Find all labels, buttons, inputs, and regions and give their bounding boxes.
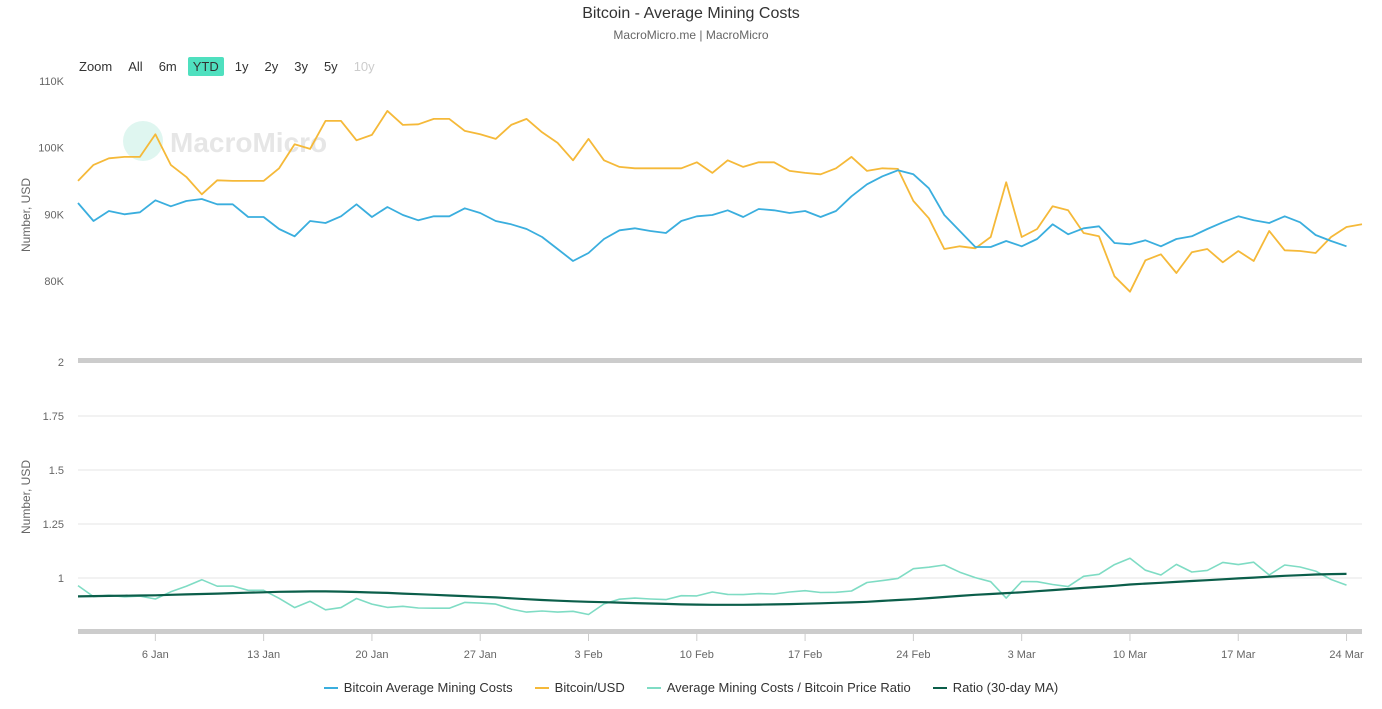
legend-item-mining-costs[interactable]: Bitcoin Average Mining Costs [323, 680, 513, 695]
zoom-10y-button: 10y [353, 59, 375, 74]
legend: Bitcoin Average Mining Costs Bitcoin/USD… [0, 680, 1382, 695]
x-tick-label: 24 Mar [1329, 649, 1364, 661]
x-tick-label: 24 Feb [896, 649, 930, 661]
y-tick-label-bottom: 1 [58, 573, 64, 585]
chart-subtitle: MacroMicro.me | MacroMicro [613, 28, 769, 42]
watermark-logo-icon [123, 121, 163, 161]
legend-label: Ratio (30-day MA) [952, 680, 1059, 695]
legend-label: Bitcoin/USD [554, 680, 625, 695]
zoom-5y-button[interactable]: 5y [323, 59, 338, 74]
y-tick-label-bottom: 1.75 [43, 411, 64, 423]
legend-item-bitcoin-usd[interactable]: Bitcoin/USD [534, 680, 625, 695]
y-tick-label-bottom: 1.25 [43, 519, 64, 531]
chart-title: Bitcoin - Average Mining Costs [582, 5, 800, 22]
zoom-all-button[interactable]: All [128, 59, 143, 74]
series-line-mining-costs [77, 169, 1347, 262]
series-line-bitcoin-usd [77, 110, 1363, 293]
legend-item-ratio-ma[interactable]: Ratio (30-day MA) [932, 680, 1059, 695]
zoom-range-selector: Zoom All 6m YTD 1y 2y 3y 5y 10y [79, 57, 386, 76]
zoom-2y-button[interactable]: 2y [264, 59, 279, 74]
x-tick-label: 17 Feb [788, 649, 822, 661]
legend-swatch [534, 686, 549, 689]
y-tick-label-top: 90K [44, 209, 64, 221]
series-line-ratio-ma [77, 572, 1347, 606]
x-tick-label: 13 Jan [247, 649, 280, 661]
series-line-ratio [77, 557, 1347, 616]
zoom-label: Zoom [79, 59, 113, 74]
legend-label: Bitcoin Average Mining Costs [343, 680, 513, 695]
y-tick-label-top: 80K [44, 276, 64, 288]
zoom-1y-button[interactable]: 1y [234, 59, 249, 74]
x-tick-label: 17 Mar [1221, 649, 1256, 661]
legend-item-ratio[interactable]: Average Mining Costs / Bitcoin Price Rat… [646, 680, 911, 695]
pane-separator [78, 358, 1362, 363]
x-tick-label: 10 Feb [680, 649, 714, 661]
x-tick-label: 3 Mar [1008, 649, 1036, 661]
x-tick-label: 27 Jan [464, 649, 497, 661]
x-tick-label: 6 Jan [142, 649, 169, 661]
y-tick-label-bottom: 1.5 [49, 465, 64, 477]
watermark-text: MacroMicro [170, 127, 327, 158]
zoom-3y-button[interactable]: 3y [294, 59, 308, 74]
zoom-6m-button[interactable]: 6m [158, 59, 177, 74]
y-tick-label-bottom: 2 [58, 357, 64, 369]
legend-swatch [646, 686, 661, 689]
y-axis-title: Number, USD [19, 460, 33, 534]
zoom-ytd-button[interactable]: YTD [187, 57, 224, 76]
y-axis-title: Number, USD [19, 178, 33, 252]
legend-swatch [323, 686, 338, 689]
x-axis-bar [78, 629, 1362, 634]
x-tick-label: 10 Mar [1113, 649, 1148, 661]
y-tick-label-top: 110K [39, 76, 65, 88]
y-tick-label-top: 100K [38, 143, 64, 155]
x-tick-label: 20 Jan [355, 649, 388, 661]
legend-label: Average Mining Costs / Bitcoin Price Rat… [666, 680, 911, 695]
legend-swatch [932, 686, 947, 689]
x-tick-label: 3 Feb [574, 649, 602, 661]
